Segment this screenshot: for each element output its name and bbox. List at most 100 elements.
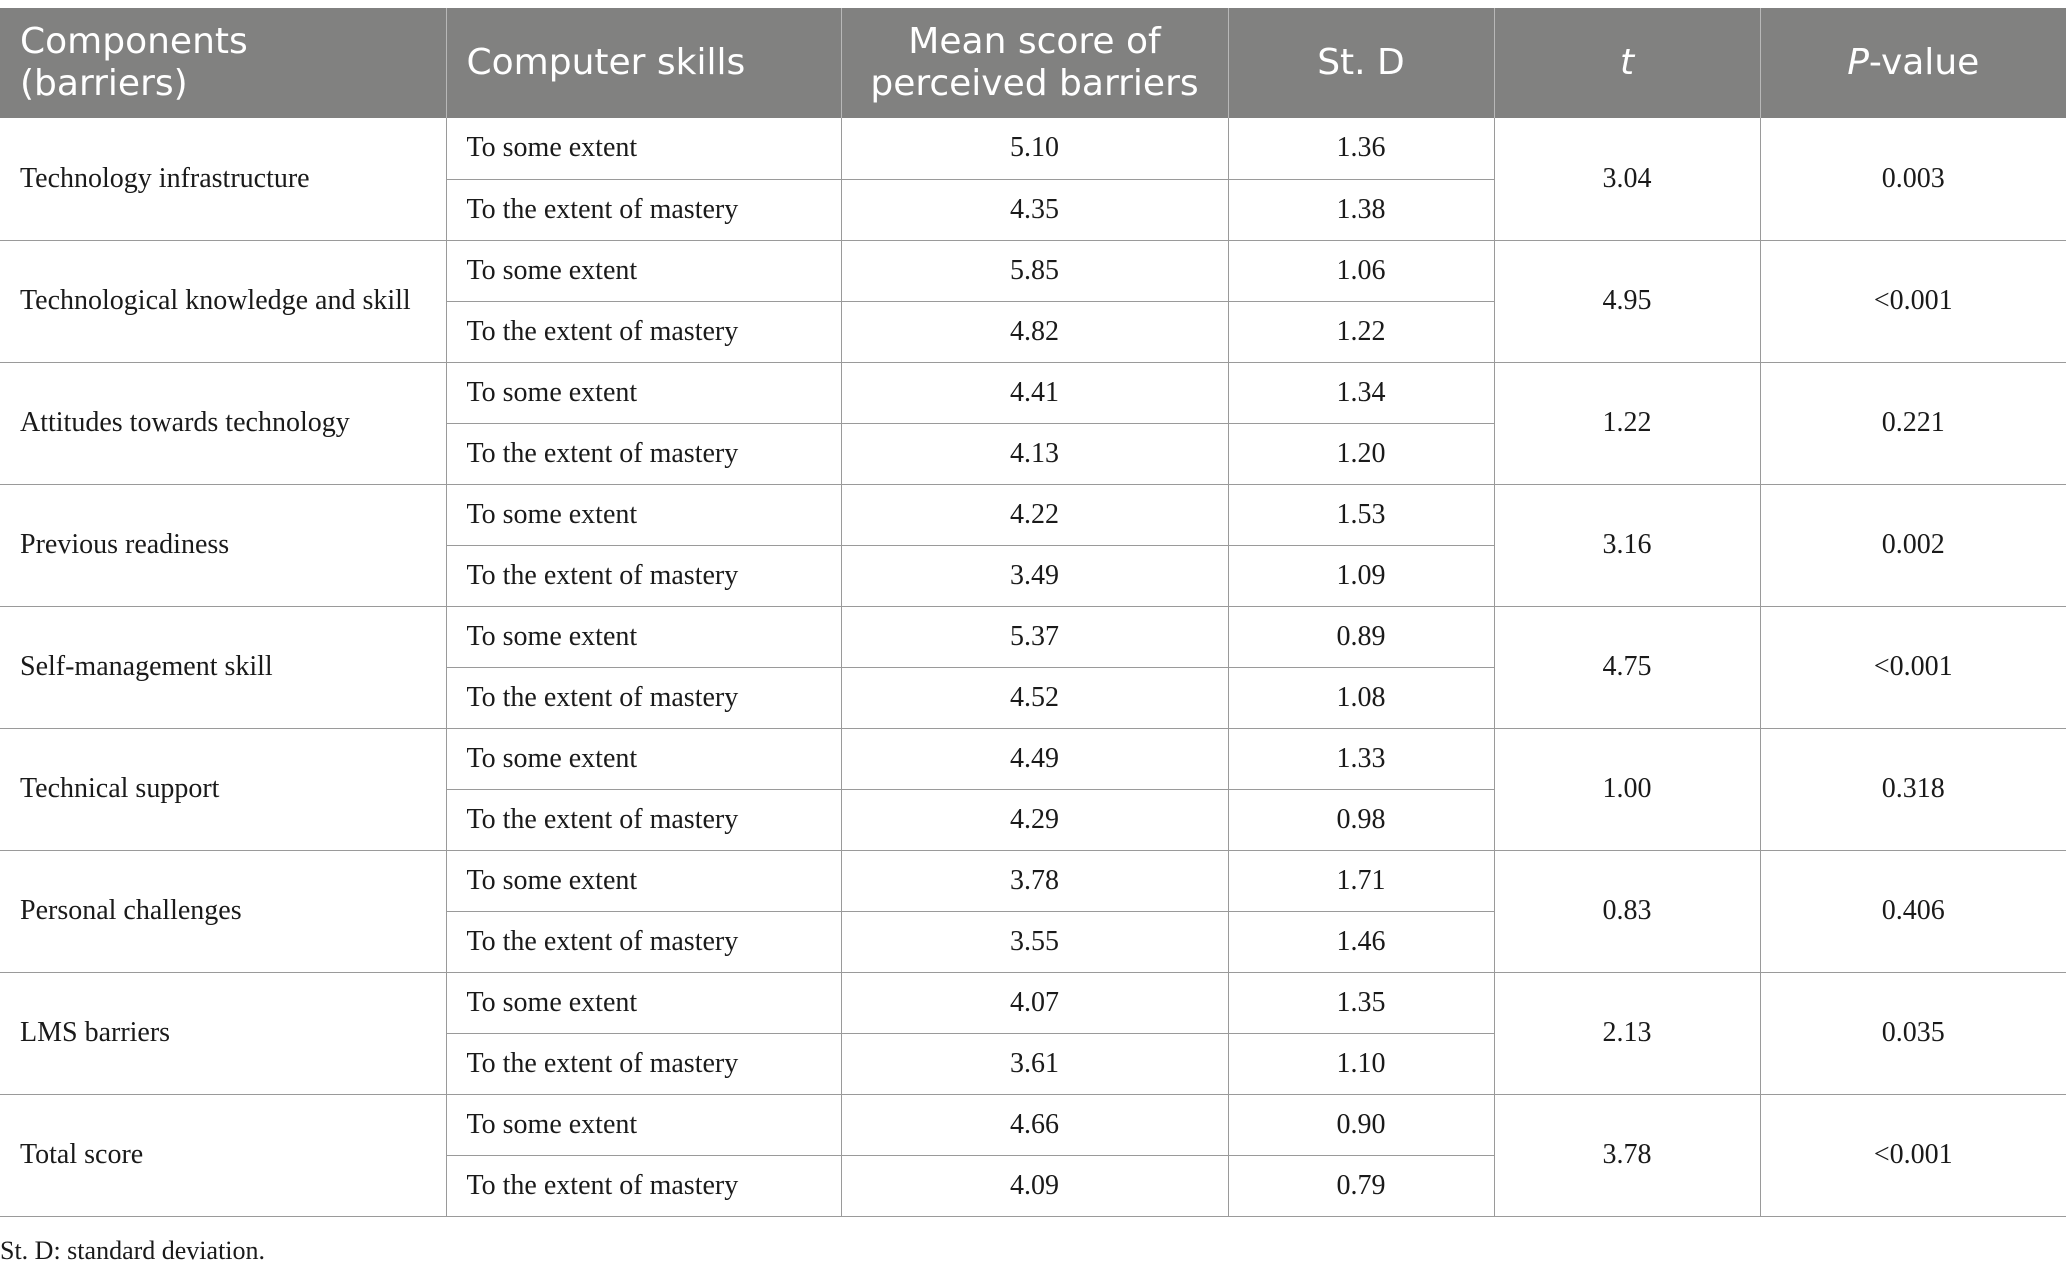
mean-score-cell: 5.37: [840, 606, 1228, 668]
component-cell: Total score: [0, 1094, 446, 1217]
std-dev-cell: 1.20: [1227, 423, 1494, 485]
table-row: Self-management skill To some extent 5.37 0…: [0, 606, 2066, 729]
header-p-rest: -value: [1868, 42, 1980, 83]
mean-score-cell: 5.85: [840, 240, 1228, 302]
std-dev-cell: 1.08: [1227, 667, 1494, 729]
t-value-cell: 0.83: [1493, 850, 1760, 973]
computer-skill-cell: To some extent: [445, 484, 841, 546]
header-components: Components (barriers): [0, 8, 446, 118]
table-body: Technology infrastructure To some extent 5…: [0, 118, 2066, 1217]
std-dev-cell: 0.90: [1227, 1094, 1494, 1156]
table-row: To the extent of mastery 3.55 1.46: [0, 911, 2066, 973]
mean-score-cell: 4.41: [840, 362, 1228, 424]
mean-score-cell: 4.13: [840, 423, 1228, 485]
std-dev-cell: 1.33: [1227, 728, 1494, 790]
component-cell: Technological knowledge and skill: [0, 240, 446, 363]
mean-score-cell: 4.82: [840, 301, 1228, 363]
mean-score-cell: 3.55: [840, 911, 1228, 973]
p-value-cell: <0.001: [1759, 1094, 2066, 1217]
mean-score-cell: 5.10: [840, 118, 1228, 180]
table-footnote: St. D: standard deviation.: [0, 1236, 266, 1265]
mean-score-cell: 4.52: [840, 667, 1228, 729]
t-value-cell: 2.13: [1493, 972, 1760, 1095]
table-row: To the extent of mastery 4.29 0.98: [0, 789, 2066, 851]
header-t: t: [1493, 8, 1760, 118]
p-value-cell: 0.003: [1759, 118, 2066, 241]
std-dev-cell: 1.46: [1227, 911, 1494, 973]
table-row: Technological knowledge and skill To some…: [0, 240, 2066, 363]
mean-score-cell: 3.61: [840, 1033, 1228, 1095]
mean-score-cell: 4.66: [840, 1094, 1228, 1156]
p-value-cell: 0.221: [1759, 362, 2066, 485]
mean-score-cell: 4.07: [840, 972, 1228, 1034]
std-dev-cell: 1.06: [1227, 240, 1494, 302]
std-dev-cell: 1.10: [1227, 1033, 1494, 1095]
computer-skill-cell: To some extent: [445, 118, 841, 180]
t-value-cell: 3.16: [1493, 484, 1760, 607]
mean-score-cell: 4.09: [840, 1155, 1228, 1217]
table-row: To the extent of mastery 4.35 1.38: [0, 179, 2066, 241]
computer-skill-cell: To the extent of mastery: [445, 301, 841, 363]
component-cell: Previous readiness: [0, 484, 446, 607]
results-table: Components (barriers) Computer skills Me…: [0, 8, 2066, 1217]
computer-skill-cell: To the extent of mastery: [445, 1033, 841, 1095]
std-dev-cell: 1.34: [1227, 362, 1494, 424]
p-value-cell: <0.001: [1759, 240, 2066, 363]
mean-score-cell: 4.49: [840, 728, 1228, 790]
computer-skill-cell: To the extent of mastery: [445, 911, 841, 973]
header-row: Components (barriers) Computer skills Me…: [0, 8, 2066, 118]
header-mean-score: Mean score of perceived barriers: [840, 8, 1228, 118]
table-row: To the extent of mastery 4.09 0.79: [0, 1155, 2066, 1217]
t-value-cell: 3.78: [1493, 1094, 1760, 1217]
std-dev-cell: 1.35: [1227, 972, 1494, 1034]
computer-skill-cell: To the extent of mastery: [445, 789, 841, 851]
computer-skill-cell: To some extent: [445, 850, 841, 912]
p-value-cell: <0.001: [1759, 606, 2066, 729]
header-std-dev: St. D: [1227, 8, 1494, 118]
computer-skill-cell: To some extent: [445, 728, 841, 790]
header-p-value: P-value: [1759, 8, 2066, 118]
computer-skill-cell: To some extent: [445, 362, 841, 424]
component-cell: Attitudes towards technology: [0, 362, 446, 485]
table-row: Total score To some extent 4.66 0.90 3.78 <0.…: [0, 1094, 2066, 1217]
component-cell: Technical support: [0, 728, 446, 851]
component-cell: Technology infrastructure: [0, 118, 446, 241]
table-row: Personal challenges To some extent 3.78 1.7…: [0, 850, 2066, 973]
computer-skill-cell: To some extent: [445, 240, 841, 302]
computer-skill-cell: To the extent of mastery: [445, 545, 841, 607]
t-value-cell: 1.22: [1493, 362, 1760, 485]
std-dev-cell: 1.38: [1227, 179, 1494, 241]
t-value-cell: 4.75: [1493, 606, 1760, 729]
table-row: To the extent of mastery 3.61 1.10: [0, 1033, 2066, 1095]
std-dev-cell: 1.22: [1227, 301, 1494, 363]
table-row: To the extent of mastery 3.49 1.09: [0, 545, 2066, 607]
table-row: Technical support To some extent 4.49 1.33 1…: [0, 728, 2066, 851]
component-cell: LMS barriers: [0, 972, 446, 1095]
std-dev-cell: 1.71: [1227, 850, 1494, 912]
std-dev-cell: 1.53: [1227, 484, 1494, 546]
std-dev-cell: 1.09: [1227, 545, 1494, 607]
std-dev-cell: 0.98: [1227, 789, 1494, 851]
table-row: To the extent of mastery 4.52 1.08: [0, 667, 2066, 729]
mean-score-cell: 3.49: [840, 545, 1228, 607]
table-row: To the extent of mastery 4.13 1.20: [0, 423, 2066, 485]
header-p-italic: P: [1847, 42, 1869, 83]
computer-skill-cell: To the extent of mastery: [445, 1155, 841, 1217]
table-row: Attitudes towards technology To some exte…: [0, 362, 2066, 485]
t-value-cell: 3.04: [1493, 118, 1760, 241]
table-row: LMS barriers To some extent 4.07 1.35 2.13 0.…: [0, 972, 2066, 1095]
computer-skill-cell: To the extent of mastery: [445, 179, 841, 241]
computer-skill-cell: To some extent: [445, 1094, 841, 1156]
computer-skill-cell: To some extent: [445, 606, 841, 668]
component-cell: Self-management skill: [0, 606, 446, 729]
table-row: Technology infrastructure To some extent 5…: [0, 118, 2066, 241]
p-value-cell: 0.035: [1759, 972, 2066, 1095]
computer-skill-cell: To some extent: [445, 972, 841, 1034]
component-cell: Personal challenges: [0, 850, 446, 973]
table-row: To the extent of mastery 4.82 1.22: [0, 301, 2066, 363]
table-row: Previous readiness To some extent 4.22 1.53…: [0, 484, 2066, 607]
std-dev-cell: 0.89: [1227, 606, 1494, 668]
p-value-cell: 0.002: [1759, 484, 2066, 607]
p-value-cell: 0.406: [1759, 850, 2066, 973]
table-container: Components (barriers) Computer skills Me…: [0, 8, 2066, 1217]
